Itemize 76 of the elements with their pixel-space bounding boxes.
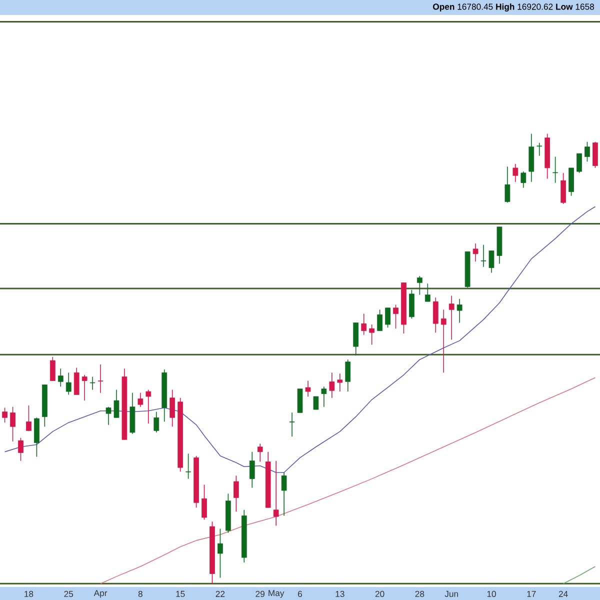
candlestick bbox=[377, 309, 382, 332]
candlestick bbox=[138, 392, 144, 408]
candlestick bbox=[234, 475, 239, 512]
x-tick-label: Apr bbox=[94, 590, 108, 598]
candlestick bbox=[345, 359, 351, 392]
candlestick bbox=[10, 406, 16, 442]
candlestick bbox=[432, 297, 438, 333]
x-tick-label: 17 bbox=[527, 590, 536, 597]
candlestick bbox=[369, 324, 374, 346]
x-tick-label: 22 bbox=[216, 590, 225, 597]
candlestick bbox=[480, 244, 486, 268]
candlestick bbox=[456, 298, 462, 324]
candlestick bbox=[98, 364, 104, 394]
x-tick-label: 10 bbox=[487, 590, 496, 597]
candlestick bbox=[257, 443, 263, 462]
text: Open 16780.45 High 16920.62 Low 1658 bbox=[433, 3, 594, 12]
candlestick bbox=[321, 386, 327, 408]
candlestick bbox=[2, 407, 8, 423]
candlestick bbox=[560, 172, 566, 204]
candlestick bbox=[361, 313, 367, 336]
candlestick bbox=[592, 141, 598, 168]
candlestick bbox=[385, 307, 390, 328]
candlestick bbox=[552, 156, 558, 184]
candlestick bbox=[512, 163, 518, 182]
candlestick bbox=[281, 472, 287, 516]
candlestick bbox=[50, 356, 56, 382]
candlestick bbox=[520, 171, 526, 188]
x-tick-label: Jun bbox=[444, 590, 458, 597]
candlestick bbox=[329, 372, 335, 398]
x-tick-label: 24 bbox=[558, 590, 568, 597]
candlestick bbox=[488, 250, 494, 274]
candlestick bbox=[26, 405, 32, 432]
x-tick-label: 13 bbox=[336, 590, 344, 597]
candlestick bbox=[472, 243, 478, 262]
candlestick bbox=[249, 451, 255, 488]
candlestick bbox=[289, 412, 295, 437]
x-tick-label: 18 bbox=[24, 590, 34, 597]
x-tick-label: May bbox=[268, 590, 284, 598]
candlestick bbox=[536, 142, 542, 156]
candlestick bbox=[568, 168, 574, 196]
candlestick bbox=[106, 406, 112, 426]
candlestick bbox=[417, 276, 422, 296]
candlestick bbox=[504, 166, 510, 203]
candlestick bbox=[297, 388, 303, 414]
candlestick bbox=[440, 309, 446, 374]
candlestick bbox=[154, 411, 160, 433]
candlestick bbox=[114, 389, 120, 418]
candlestick bbox=[305, 380, 311, 397]
x-tick-label: 28 bbox=[415, 590, 424, 597]
candlestick bbox=[186, 453, 191, 480]
x-tick-label: 8 bbox=[138, 590, 142, 597]
candlestick bbox=[409, 289, 414, 320]
candlestick bbox=[82, 374, 88, 401]
candlestick bbox=[353, 322, 359, 356]
candlestick bbox=[74, 367, 80, 396]
candlestick bbox=[448, 295, 454, 340]
x-tick-label: 25 bbox=[64, 590, 74, 597]
x-tick-label: 29 bbox=[256, 590, 265, 597]
x-tick-label: 20 bbox=[375, 590, 384, 597]
candlestick bbox=[58, 368, 64, 387]
candlestick bbox=[218, 528, 223, 578]
candlestick bbox=[393, 304, 398, 329]
candlestick bbox=[66, 372, 72, 396]
x-tick-label: 15 bbox=[176, 590, 185, 597]
candlestick bbox=[424, 283, 430, 302]
x-tick-label: 6 bbox=[298, 590, 302, 597]
candlestick bbox=[90, 376, 96, 390]
candlestick bbox=[170, 389, 176, 428]
candlestick bbox=[337, 373, 343, 392]
candlestick bbox=[202, 484, 207, 520]
candlestick bbox=[313, 396, 319, 410]
candlestick bbox=[146, 389, 152, 424]
candlestick bbox=[273, 460, 279, 526]
candlestick bbox=[576, 153, 582, 174]
candlestick bbox=[584, 141, 590, 162]
candlestick bbox=[18, 437, 24, 462]
